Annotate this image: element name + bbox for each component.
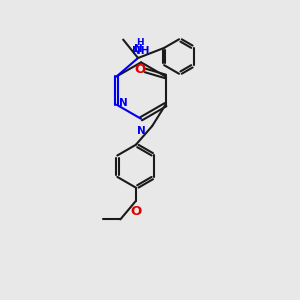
Text: NH: NH bbox=[132, 46, 150, 56]
Text: N: N bbox=[134, 44, 142, 54]
Text: O: O bbox=[134, 62, 146, 76]
Text: H: H bbox=[136, 38, 143, 47]
Text: N: N bbox=[137, 126, 146, 136]
Text: O: O bbox=[130, 205, 141, 218]
Text: N: N bbox=[119, 98, 128, 108]
